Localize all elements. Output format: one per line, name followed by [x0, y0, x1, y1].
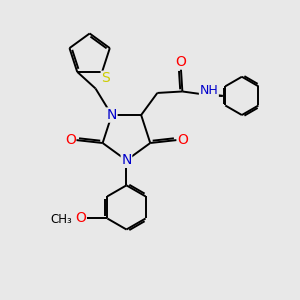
Text: S: S: [101, 71, 110, 85]
Text: O: O: [65, 133, 76, 147]
Text: O: O: [176, 55, 186, 69]
Text: N: N: [106, 108, 117, 122]
Text: NH: NH: [200, 84, 218, 98]
Text: N: N: [121, 153, 132, 167]
Text: O: O: [75, 212, 86, 226]
Text: O: O: [177, 133, 188, 147]
Text: CH₃: CH₃: [50, 213, 72, 226]
